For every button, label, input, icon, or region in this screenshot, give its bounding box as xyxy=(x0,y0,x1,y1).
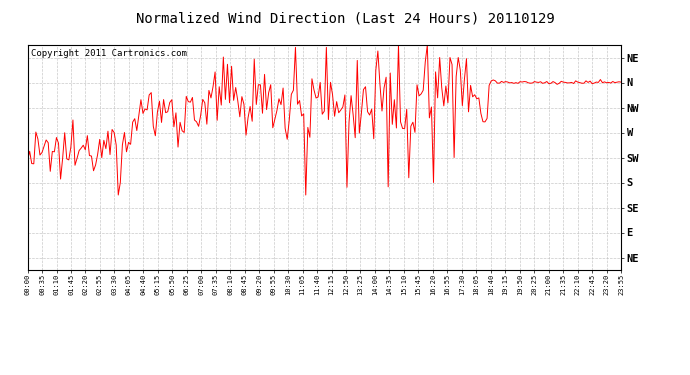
Text: Normalized Wind Direction (Last 24 Hours) 20110129: Normalized Wind Direction (Last 24 Hours… xyxy=(136,11,554,25)
Text: Copyright 2011 Cartronics.com: Copyright 2011 Cartronics.com xyxy=(30,50,186,58)
